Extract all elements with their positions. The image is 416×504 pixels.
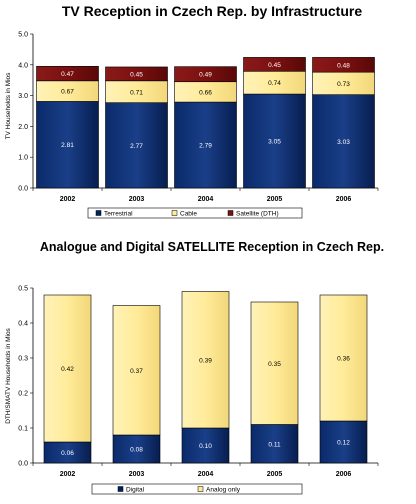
x-tick-label: 2006: [336, 471, 352, 478]
legend-box: [87, 207, 303, 219]
bar-segment-satellite-dth: [312, 57, 375, 73]
plot-area: 0.0 1.0 2.0 3.0 4.0 5.0 2.81 0.67 0.47 2002 2.77 0.…: [18, 32, 379, 203]
legend-label: Cable: [180, 210, 197, 217]
data-label: 0.49: [199, 72, 212, 79]
data-label: 0.48: [337, 62, 350, 69]
y-tick-label: 0.5: [18, 286, 28, 293]
legend-box: [91, 483, 303, 495]
data-label: 2.81: [61, 142, 74, 149]
data-label: 3.05: [268, 139, 281, 146]
bar-segment-digital: [250, 424, 299, 464]
bar-segment-satellite-dth: [36, 66, 99, 82]
y-tick-label: 5.0: [18, 32, 28, 39]
legend: Terrestrial Cable Satellite (DTH): [87, 207, 303, 219]
data-label: 0.73: [337, 81, 350, 88]
chart-title: Analogue and Digital SATELLITE Reception…: [40, 240, 384, 254]
data-label: 0.37: [130, 368, 143, 375]
legend-swatch: [95, 210, 102, 216]
bar-segment-analog-only: [319, 294, 368, 422]
legend-label: Digital: [126, 486, 145, 493]
data-label: 0.71: [130, 89, 143, 96]
bar-segment-analog-only: [181, 291, 230, 429]
data-label: 0.42: [61, 366, 74, 373]
legend-label: Satellite (DTH): [236, 210, 279, 217]
data-label: 0.08: [130, 447, 143, 454]
y-tick-label: 1.0: [18, 155, 28, 162]
data-label: 0.35: [268, 361, 281, 368]
bar-segment-analog-only: [112, 305, 161, 436]
y-tick-label: 2.0: [18, 124, 28, 131]
data-label: 0.74: [268, 80, 281, 87]
data-label: 0.36: [337, 356, 350, 363]
legend-label: Analog only: [206, 486, 241, 493]
bar-segment-digital: [319, 420, 368, 464]
data-label: 0.45: [130, 71, 143, 78]
plot-area: 0.0 0.1 0.2 0.3 0.4 0.5 0.06 0.42 2002 0.08 0.37 20…: [18, 286, 379, 478]
bar-segment-terrestrial: [243, 93, 306, 189]
y-tick-label: 4.0: [18, 62, 28, 69]
data-label: 0.11: [268, 441, 281, 448]
data-label: 0.67: [61, 89, 74, 96]
y-axis-label: TV Households in Mios: [5, 72, 12, 140]
x-tick-label: 2002: [60, 471, 76, 478]
y-tick-label: 0.2: [18, 391, 28, 398]
legend-swatch: [117, 486, 124, 492]
legend-swatch: [197, 486, 204, 492]
bar-segment-digital: [181, 427, 230, 464]
legend-label: Terrestrial: [104, 210, 133, 217]
legend-swatch: [227, 210, 234, 216]
bar-segment-satellite-dth: [174, 66, 237, 83]
legend: Digital Analog only: [91, 483, 303, 495]
data-label: 0.12: [337, 440, 350, 447]
y-tick-label: 0.0: [18, 186, 28, 193]
data-label: 0.47: [61, 71, 74, 78]
data-label: 0.66: [199, 89, 212, 96]
x-tick-label: 2006: [336, 196, 352, 203]
x-tick-label: 2003: [129, 471, 145, 478]
x-tick-label: 2003: [129, 196, 145, 203]
data-label: 2.79: [199, 143, 212, 150]
data-label: 0.39: [199, 357, 212, 364]
x-tick-label: 2002: [60, 196, 76, 203]
y-tick-label: 0.0: [18, 461, 28, 468]
infrastructure-chart: TV Reception in Czech Rep. by Infrastruc…: [5, 3, 379, 219]
y-tick-label: 3.0: [18, 93, 28, 100]
bar-segment-digital: [112, 434, 161, 464]
y-tick-label: 0.3: [18, 356, 28, 363]
chart-title: TV Reception in Czech Rep. by Infrastruc…: [62, 3, 362, 19]
bar-segment-satellite-dth: [105, 66, 168, 82]
y-tick-label: 0.1: [18, 426, 28, 433]
bar-segment-terrestrial: [36, 101, 99, 189]
bar-segment-terrestrial: [174, 101, 237, 189]
bar-segment-analog-only: [250, 301, 299, 425]
data-label: 0.10: [199, 443, 212, 450]
y-axis-label: DTH/SMATV Households in Mios: [5, 327, 12, 423]
bar-segment-analog-only: [43, 294, 92, 443]
x-tick-label: 2004: [198, 471, 214, 478]
data-label: 0.06: [61, 450, 74, 457]
x-tick-label: 2004: [198, 196, 214, 203]
legend-swatch: [171, 210, 178, 216]
y-tick-label: 0.4: [18, 321, 28, 328]
bar-segment-satellite-dth: [243, 57, 306, 72]
data-label: 3.03: [337, 139, 350, 146]
data-label: 2.77: [130, 143, 143, 150]
x-tick-label: 2005: [267, 471, 283, 478]
satellite-chart: Analogue and Digital SATELLITE Reception…: [5, 240, 384, 495]
data-label: 0.45: [268, 62, 281, 69]
x-tick-label: 2005: [267, 196, 283, 203]
bar-segment-terrestrial: [312, 94, 375, 189]
bar-segment-terrestrial: [105, 102, 168, 189]
